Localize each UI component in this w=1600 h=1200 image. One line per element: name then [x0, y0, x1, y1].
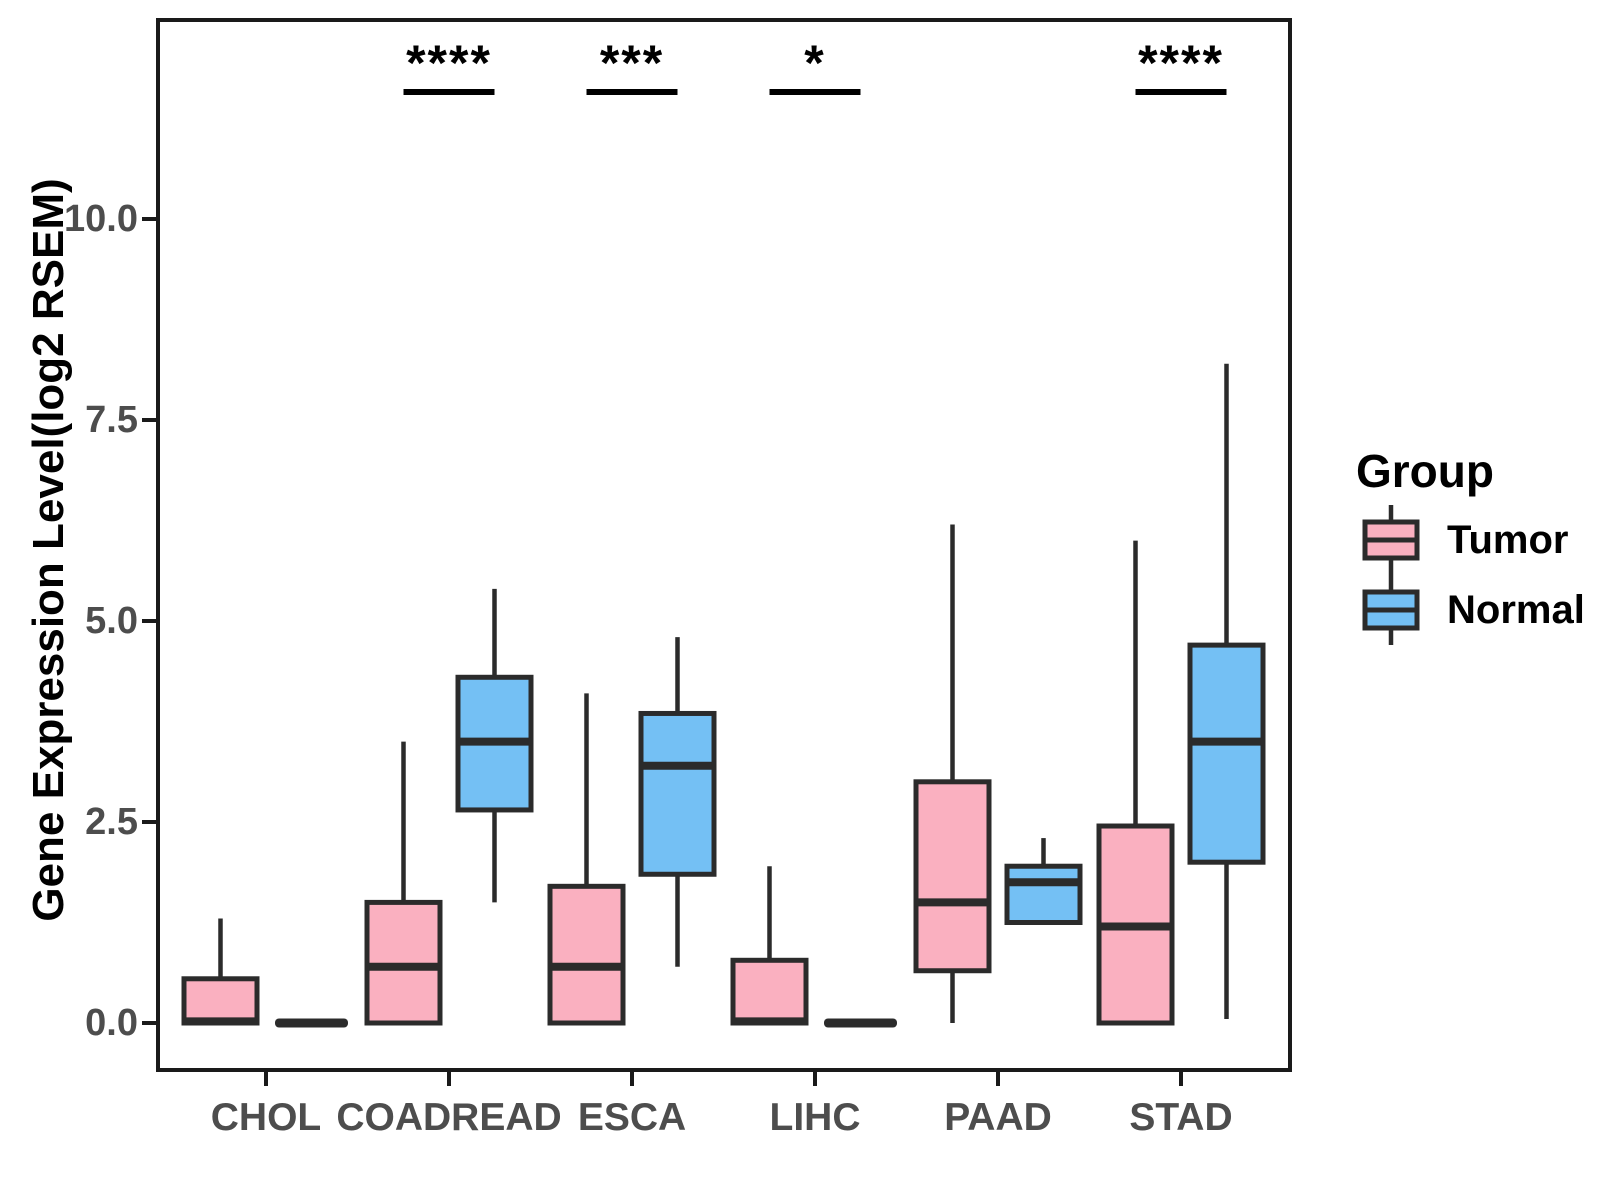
flatline-chol-normal	[275, 1018, 348, 1028]
x-category-label-lihc: LIHC	[769, 1096, 861, 1139]
legend-label-tumor: Tumor	[1447, 518, 1569, 562]
box-paad-tumor	[913, 779, 992, 974]
significance-stars: ****	[406, 35, 492, 91]
x-category-label-esca: ESCA	[577, 1096, 687, 1139]
x-category-label-coadread: COADREAD	[336, 1096, 562, 1139]
y-tick-label: 10.0	[64, 198, 138, 240]
legend-label-normal: Normal	[1447, 588, 1585, 632]
y-tick-label: 5.0	[85, 600, 138, 642]
y-tick-label: 7.5	[85, 399, 138, 441]
plot-panel-border	[156, 18, 1292, 1072]
y-tick-label: 0.0	[85, 1002, 138, 1044]
flatline-lihc-normal	[824, 1018, 897, 1028]
y-tick-label: 2.5	[85, 801, 138, 843]
significance-stars: *	[804, 35, 826, 91]
legend-title: Group	[1356, 445, 1494, 497]
x-category-label-paad: PAAD	[944, 1096, 1052, 1139]
significance-stars: ***	[599, 35, 665, 91]
box-coadread-tumor	[364, 899, 443, 1026]
box-lihc-tumor	[730, 957, 809, 1026]
box-esca-normal	[638, 710, 717, 877]
box-paad-normal	[1004, 863, 1083, 925]
box-stad-normal	[1187, 642, 1266, 865]
box-chol-tumor	[181, 976, 260, 1026]
box-esca-tumor	[547, 883, 626, 1026]
x-category-label-stad: STAD	[1129, 1096, 1233, 1139]
x-category-label-chol: CHOL	[210, 1096, 322, 1139]
significance-stars: ****	[1138, 35, 1224, 91]
